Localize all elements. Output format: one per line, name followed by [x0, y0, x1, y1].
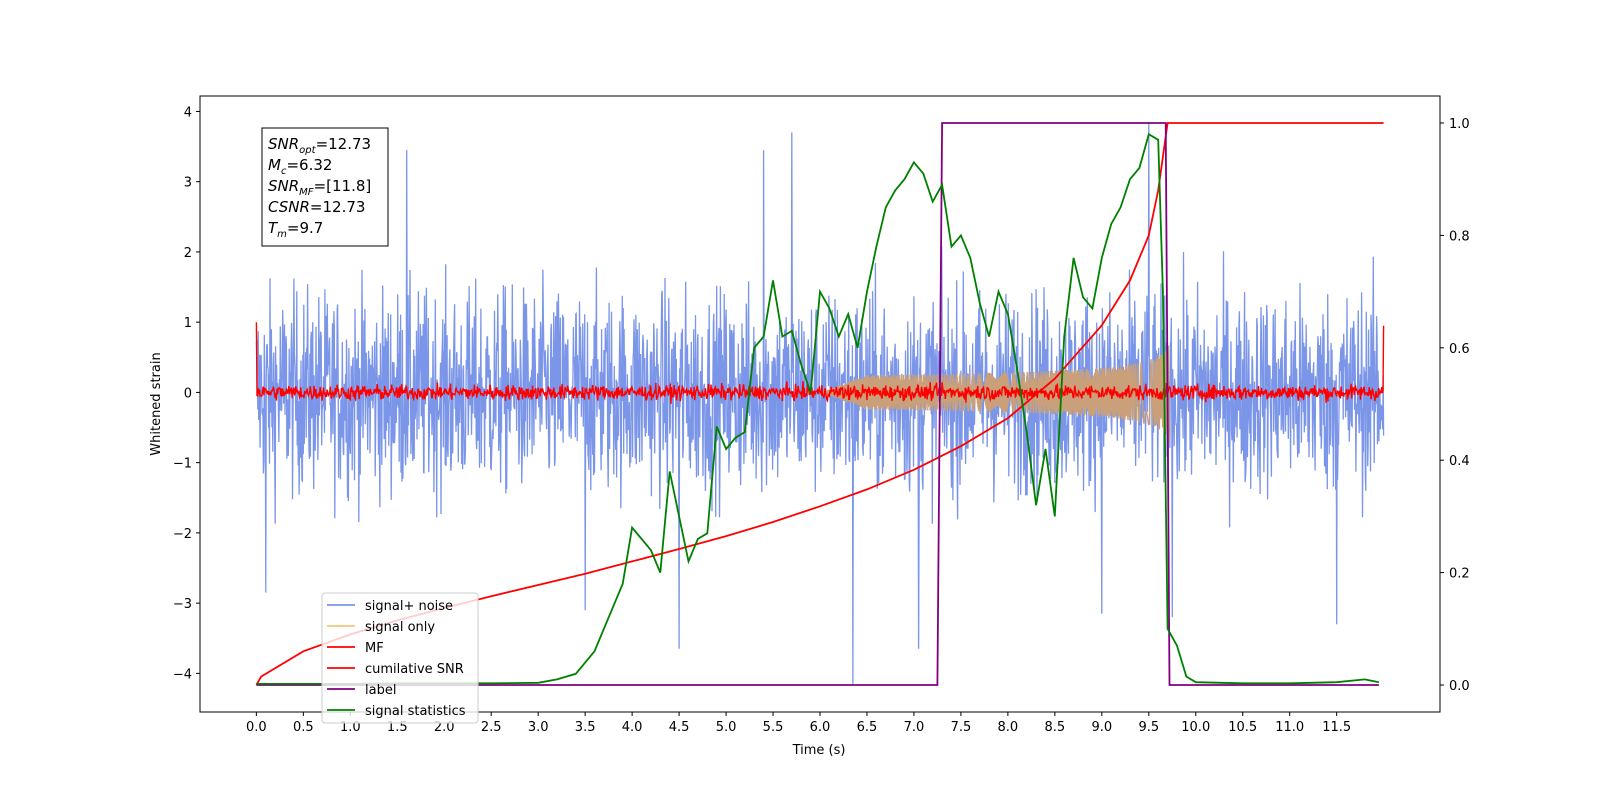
info-box: SNRopt=12.73Mc=6.32SNRMF=[11.8]CSNR=12.7… — [261, 127, 389, 247]
x-tick-label: 0.0 — [246, 720, 267, 735]
y2-tick-label: 0.2 — [1449, 567, 1470, 582]
y-tick-label: −3 — [173, 597, 192, 612]
axes: 0.0 0.5 1.0 1.5 2.0 2.5 3.0 3.5 4.0 4.5 5.0 5.5 6.0 6… — [173, 105, 1470, 735]
x-tick-label: 5.0 — [716, 720, 737, 735]
x-tick-label: 10.5 — [1228, 720, 1257, 735]
y-tick-label: 2 — [184, 246, 192, 261]
x-tick-label: 1.0 — [340, 720, 361, 735]
series-mf — [255, 322, 1385, 404]
x-tick-label: 2.0 — [434, 720, 455, 735]
y-tick-label: −4 — [173, 667, 192, 682]
legend-label: signal only — [365, 620, 435, 635]
series-label — [256, 122, 1379, 686]
series-signal-only — [819, 345, 1171, 442]
x-tick-label: 5.5 — [763, 720, 784, 735]
y2-tick-label: 0.0 — [1449, 679, 1470, 694]
x-tick-label: 11.0 — [1275, 720, 1304, 735]
x-tick-label: 8.0 — [998, 720, 1019, 735]
x-tick-label: 0.5 — [293, 720, 314, 735]
y2-tick-label: 0.8 — [1449, 229, 1470, 244]
x-tick-label: 3.5 — [575, 720, 596, 735]
y2-tick-label: 1.0 — [1449, 117, 1470, 132]
x-tick-label: 11.5 — [1322, 720, 1351, 735]
legend-label: signal+ noise — [365, 599, 453, 614]
x-tick-label: 6.0 — [810, 720, 831, 735]
x-axis-label: Time (s) — [792, 743, 846, 758]
x-tick-label: 6.5 — [857, 720, 878, 735]
legend-frame — [321, 592, 479, 724]
x-tick-label: 4.5 — [669, 720, 690, 735]
y-tick-label: −2 — [173, 527, 192, 542]
legend-label: MF — [365, 641, 384, 656]
y-tick-label: 3 — [184, 176, 192, 191]
x-tick-label: 3.0 — [528, 720, 549, 735]
legend: signal+ noise signal only MF cumilative SNR… — [321, 592, 479, 724]
x-tick-label: 9.0 — [1091, 720, 1112, 735]
x-tick-label: 2.5 — [481, 720, 502, 735]
x-tick-label: 4.0 — [622, 720, 643, 735]
info-line: CSNR=12.73 — [268, 198, 365, 216]
x-tick-label: 1.5 — [387, 720, 408, 735]
info-line: Mc=6.32 — [268, 156, 332, 177]
x-tick-label: 8.5 — [1045, 720, 1066, 735]
info-box-frame — [261, 127, 389, 247]
x-tick-label: 10.0 — [1181, 720, 1210, 735]
y-tick-label: 1 — [184, 316, 192, 331]
legend-label: signal statistics — [365, 704, 466, 719]
series-signal-statistics — [256, 132, 1380, 685]
y2-tick-label: 0.4 — [1449, 454, 1470, 469]
x-tick-label: 7.5 — [951, 720, 972, 735]
y-axis-label: Whitened strain — [149, 352, 164, 455]
legend-label: label — [365, 683, 396, 698]
y2-tick-label: 0.6 — [1449, 342, 1470, 357]
x-tick-label: 9.5 — [1138, 720, 1159, 735]
info-line: SNRopt=12.73 — [268, 135, 371, 156]
info-line: SNRMF=[11.8] — [268, 177, 371, 198]
y-tick-label: 0 — [184, 386, 192, 401]
legend-label: cumilative SNR — [365, 662, 464, 677]
x-tick-label: 7.0 — [904, 720, 925, 735]
y-tick-label: −1 — [173, 457, 192, 472]
info-line: Tm=9.7 — [268, 219, 323, 240]
y-tick-label: 4 — [184, 105, 192, 120]
